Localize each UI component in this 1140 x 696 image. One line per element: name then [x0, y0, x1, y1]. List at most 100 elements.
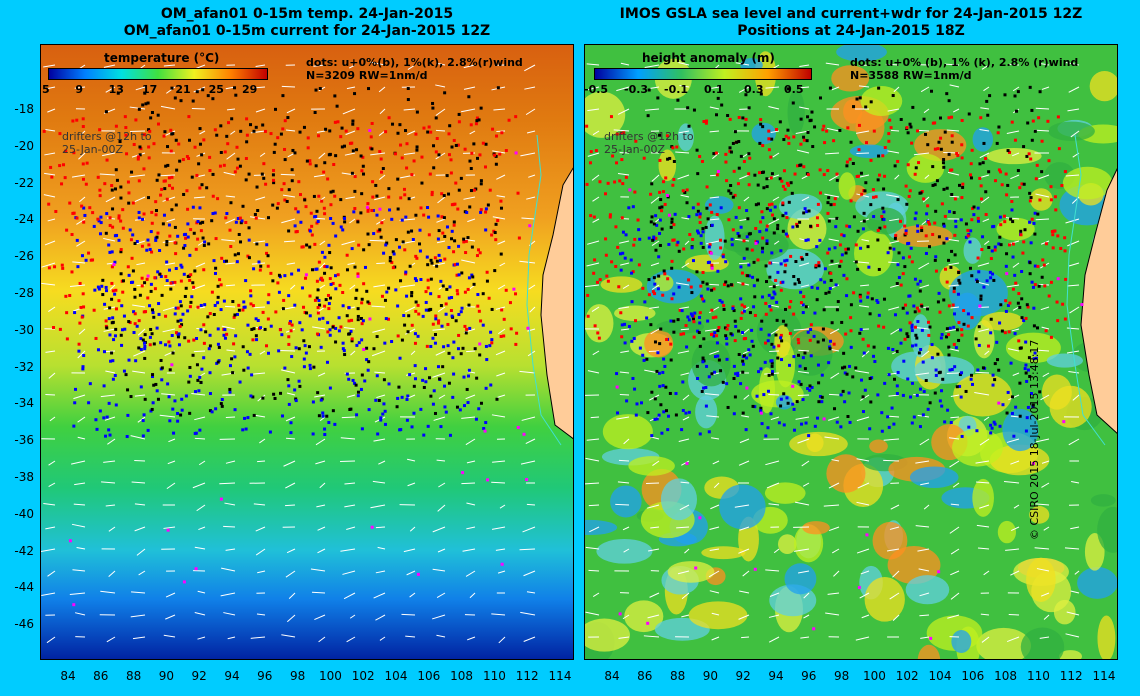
drifter-dot	[181, 158, 185, 162]
drifter-dot	[232, 315, 236, 319]
drifter-dot	[910, 421, 914, 425]
drifter-dot	[827, 290, 831, 294]
drifter-dot	[360, 192, 364, 196]
drifter-dot	[387, 195, 391, 199]
right-title: IMOS GSLA sea level and current+wdr for …	[584, 6, 1118, 40]
drifter-dot	[182, 233, 186, 237]
drifter-dot	[603, 192, 607, 196]
drifter-dot	[719, 206, 723, 210]
drifter-dot	[628, 188, 632, 192]
current-vector	[225, 195, 236, 198]
drifter-dot	[370, 525, 374, 529]
current-vector	[799, 262, 810, 267]
drifter-dot	[113, 187, 117, 191]
drifter-dot	[739, 225, 743, 229]
drifter-dot	[658, 384, 662, 388]
sla-anomaly-patch	[1041, 374, 1072, 410]
drifter-dot	[223, 259, 227, 263]
drifter-dot	[893, 236, 897, 240]
drifter-dot	[474, 417, 478, 421]
drifter-dot	[767, 333, 771, 337]
drifter-dot	[993, 179, 997, 183]
drifter-dot	[406, 330, 410, 334]
current-vector	[887, 108, 900, 112]
drifter-dot	[643, 300, 647, 304]
current-vector	[980, 613, 990, 616]
drifter-dot	[715, 341, 719, 345]
drifter-dot	[269, 324, 273, 328]
drifter-dot	[235, 260, 239, 264]
current-vector	[650, 262, 660, 267]
drifter-dot	[173, 225, 177, 229]
current-vector	[773, 548, 780, 554]
drifter-dot	[467, 303, 471, 307]
drifter-dot	[1020, 297, 1024, 301]
current-vector	[709, 106, 720, 110]
drifter-dot	[616, 411, 620, 415]
drifter-dot	[177, 142, 181, 146]
drifter-dot	[1011, 287, 1015, 291]
drifter-dot	[198, 206, 202, 210]
drifter-dot	[895, 384, 899, 388]
drifter-dot	[430, 193, 434, 197]
drifter-dot	[761, 216, 765, 220]
drifter-dot	[127, 273, 131, 277]
drifter-dot	[627, 206, 631, 210]
current-vector	[648, 548, 660, 552]
drifter-dot	[124, 373, 128, 377]
current-vector	[316, 130, 326, 133]
current-vector	[983, 570, 990, 576]
drifter-dot	[211, 97, 215, 101]
drifter-dot	[977, 343, 981, 347]
drifter-dot	[806, 173, 810, 177]
drifter-dot	[262, 176, 266, 180]
drifter-dot	[864, 105, 868, 109]
drifter-dot	[94, 418, 98, 422]
drifter-dot	[846, 247, 850, 251]
current-vector	[49, 416, 56, 422]
current-vector	[491, 481, 506, 484]
drifter-dot	[75, 238, 79, 242]
drifter-dot	[212, 259, 216, 263]
current-vector	[623, 438, 630, 445]
drifter-dot	[926, 220, 930, 224]
drifter-dot	[447, 351, 451, 355]
drifter-dot	[719, 238, 723, 242]
current-vector	[433, 416, 446, 421]
current-vector	[648, 350, 660, 353]
drifter-dot	[911, 344, 915, 348]
drifter-dot	[685, 345, 689, 349]
drifter-dot	[391, 122, 395, 126]
drifter-dot	[719, 369, 723, 373]
current-vector	[765, 569, 780, 572]
drifter-dot	[908, 321, 912, 325]
drifter-dot	[412, 384, 416, 388]
current-vector	[949, 195, 960, 198]
drifter-dot	[490, 233, 494, 237]
drifter-dot	[355, 288, 359, 292]
current-vector	[1012, 86, 1020, 92]
drifter-dot	[236, 252, 240, 256]
drifter-dot	[77, 342, 81, 346]
drifter-dot	[437, 295, 441, 299]
drifter-dot	[939, 336, 943, 340]
current-vector	[620, 62, 630, 66]
drifter-dot	[326, 177, 330, 181]
current-vector	[466, 526, 476, 530]
current-vector	[349, 64, 356, 69]
drifter-dot	[329, 190, 333, 194]
drifter-dot	[896, 263, 900, 267]
drifter-dot	[283, 119, 287, 123]
drifter-dot	[451, 395, 455, 399]
drifter-dot	[765, 224, 769, 228]
drifter-dot	[216, 360, 220, 364]
drifter-dot	[165, 243, 169, 247]
drifter-dot	[72, 603, 76, 607]
drifter-dot	[439, 279, 443, 283]
current-vector	[463, 86, 476, 90]
drifter-dot	[781, 280, 785, 284]
current-vector	[163, 64, 176, 67]
drifter-dot	[814, 265, 818, 269]
current-vector	[798, 370, 810, 374]
drifter-dot	[156, 113, 160, 117]
